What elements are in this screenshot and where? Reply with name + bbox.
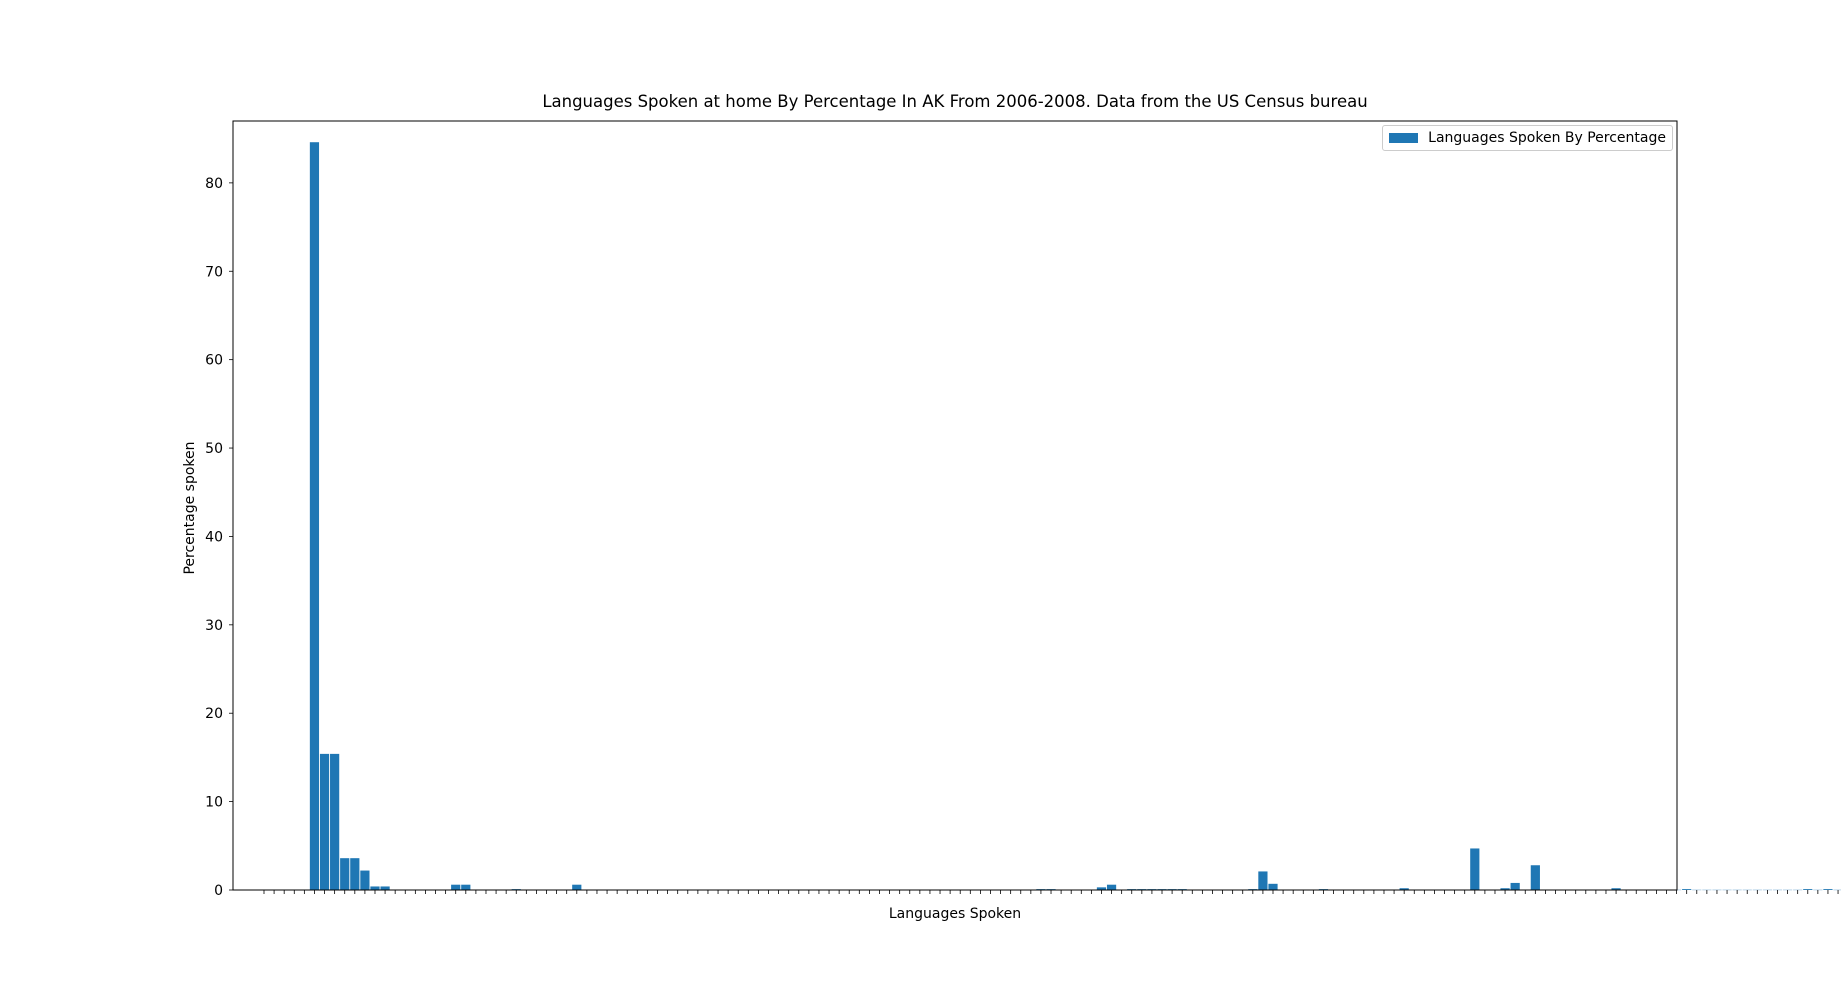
bar bbox=[1096, 887, 1107, 890]
bar bbox=[330, 753, 340, 890]
bar bbox=[1258, 871, 1268, 890]
bar bbox=[1399, 888, 1409, 890]
x-axis-label: Languages Spoken bbox=[888, 906, 1022, 922]
bar bbox=[1500, 888, 1510, 890]
bar bbox=[309, 142, 320, 890]
y-tick-label: 40 bbox=[205, 529, 223, 545]
bar bbox=[1611, 888, 1621, 890]
bar bbox=[370, 886, 380, 890]
bar bbox=[1823, 889, 1833, 890]
y-axis-label: Percentage spoken bbox=[182, 441, 198, 575]
chart-title: Languages Spoken at home By Percentage I… bbox=[542, 92, 1368, 111]
bar bbox=[1470, 848, 1480, 890]
bar bbox=[572, 884, 582, 890]
bar bbox=[380, 886, 390, 890]
bar bbox=[1803, 889, 1813, 890]
bar bbox=[1106, 884, 1117, 890]
legend-swatch bbox=[1389, 133, 1419, 143]
bar bbox=[350, 858, 360, 890]
bar bbox=[319, 753, 330, 890]
bar bbox=[1682, 889, 1692, 890]
bar bbox=[1268, 883, 1278, 890]
y-tick-label: 60 bbox=[205, 353, 223, 369]
axes-frame bbox=[232, 120, 1678, 891]
y-tick-label: 80 bbox=[205, 176, 223, 192]
bar bbox=[360, 870, 370, 890]
y-tick-label: 70 bbox=[205, 264, 223, 280]
bar bbox=[461, 884, 471, 890]
y-tick-label: 20 bbox=[205, 706, 223, 722]
legend-entry-label: Languages Spoken By Percentage bbox=[1428, 130, 1666, 146]
legend: Languages Spoken By Percentage bbox=[1382, 125, 1673, 151]
bar bbox=[1530, 865, 1540, 890]
y-tick-label: 30 bbox=[205, 618, 223, 634]
bar bbox=[451, 884, 461, 890]
bar bbox=[340, 858, 350, 890]
y-tick-label: 0 bbox=[214, 883, 223, 899]
y-tick-label: 50 bbox=[205, 441, 223, 457]
bar bbox=[1510, 882, 1520, 890]
y-tick-label: 10 bbox=[205, 795, 223, 811]
